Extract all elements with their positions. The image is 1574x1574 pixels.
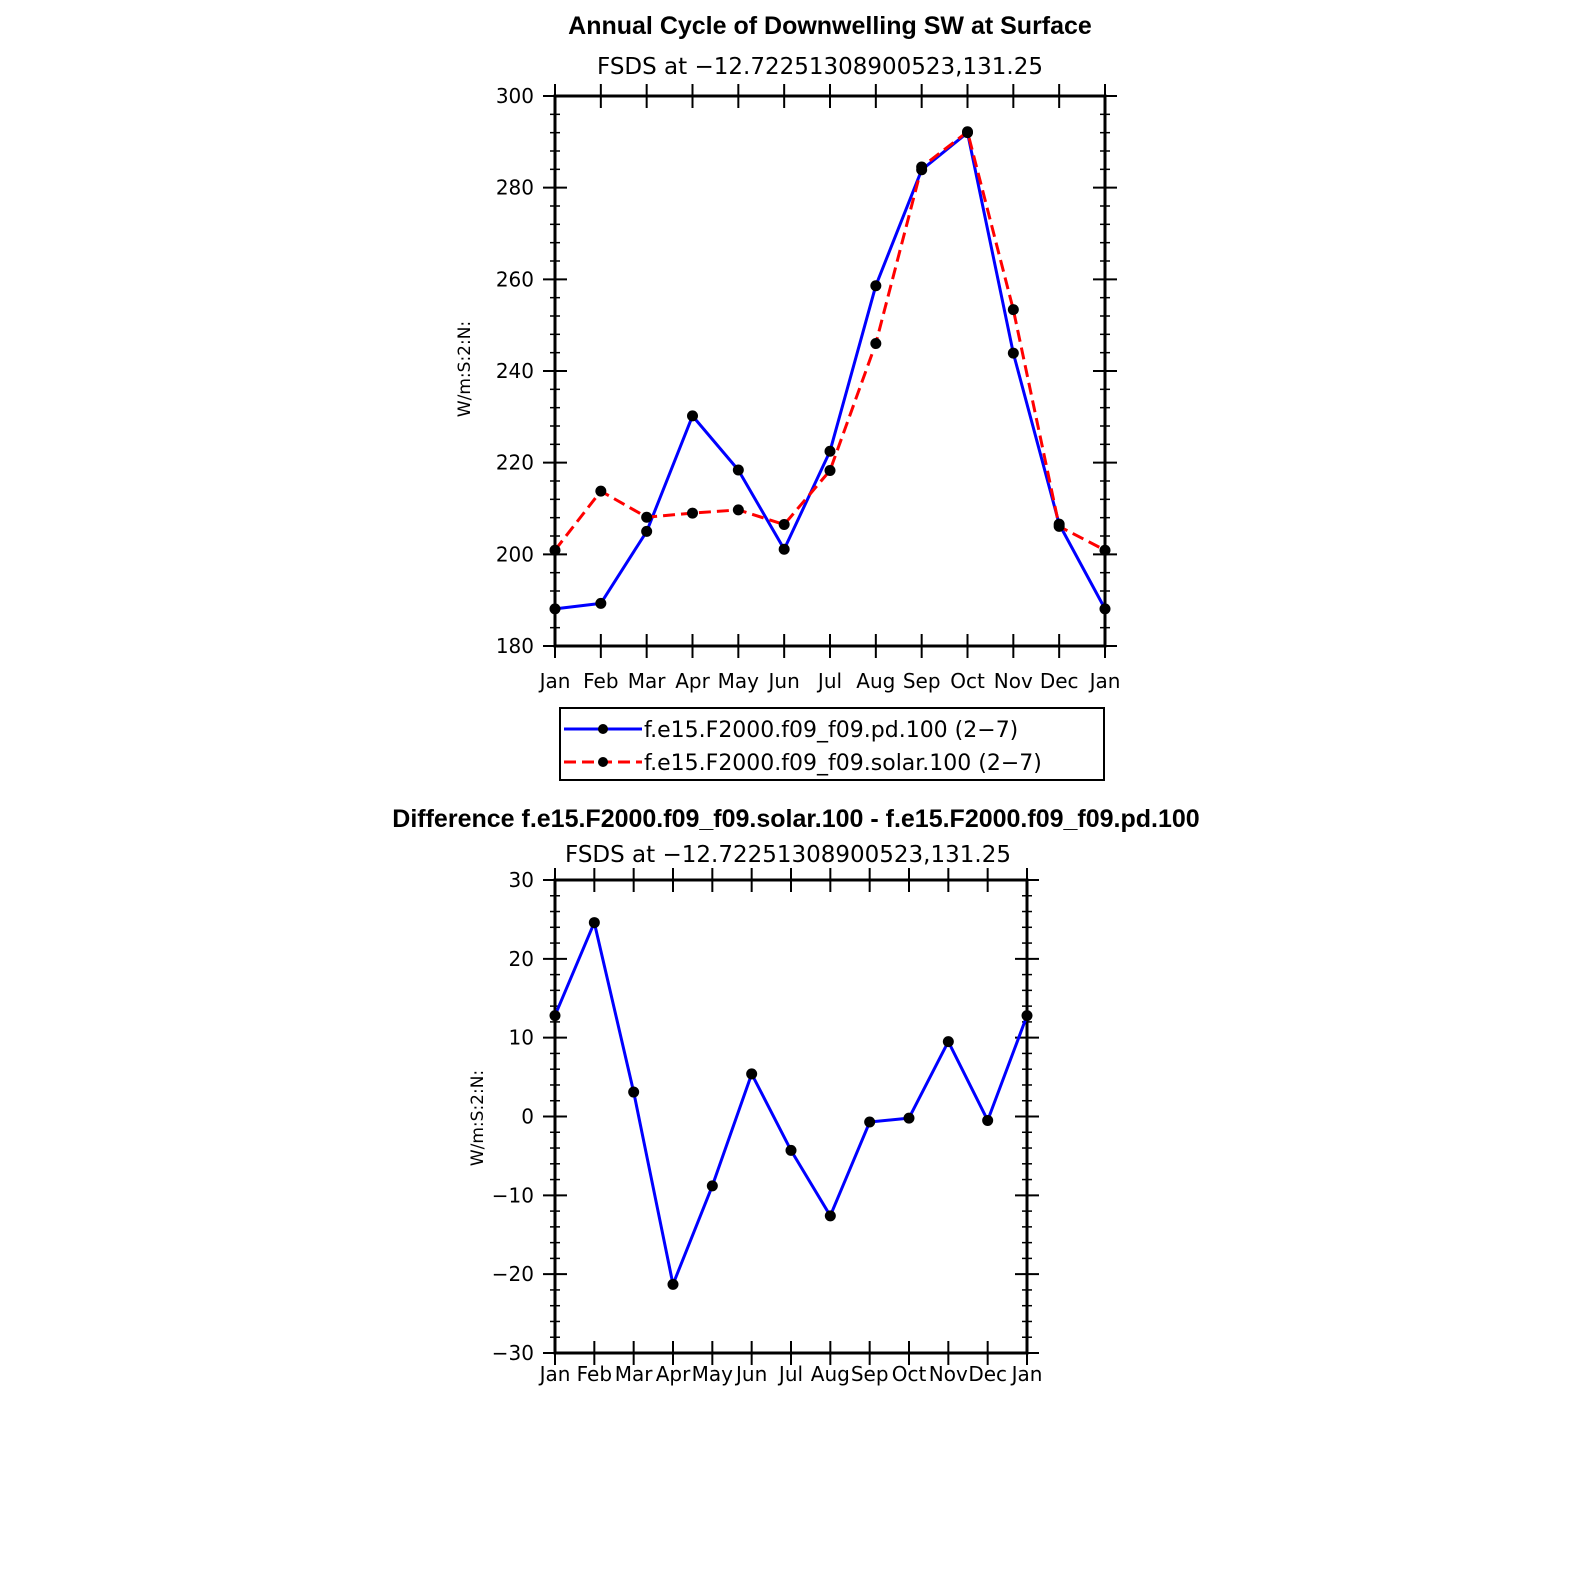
x-tick-label: Apr	[656, 1362, 691, 1386]
x-tick-label: Mar	[628, 669, 667, 693]
data-point-series-0	[1021, 1010, 1033, 1022]
y-tick-label: −30	[492, 1341, 534, 1365]
series-line-1	[553, 130, 1106, 552]
data-point-series-0	[785, 1144, 797, 1156]
chart-title: Annual Cycle of Downwelling SW at Surfac…	[568, 12, 1092, 40]
legend: f.e15.F2000.f09_f09.pd.100 (2−7) f.e15.F…	[559, 707, 1105, 781]
data-point-series-0	[667, 1278, 679, 1290]
x-tick-label: Sep	[903, 669, 941, 693]
x-tick-label: Jan	[538, 1362, 571, 1386]
y-tick-label: 220	[496, 451, 534, 475]
data-point-series-0	[628, 1086, 640, 1098]
x-tick-label: Jun	[734, 1362, 767, 1386]
chart-subtitle: FSDS at −12.72251308900523,131.25	[565, 842, 1011, 868]
y-tick-label: 0	[521, 1105, 534, 1129]
y-tick-label: 260	[496, 267, 534, 291]
y-tick-label: 300	[496, 84, 534, 108]
y-tick-label: 180	[496, 634, 534, 658]
data-point-series-0	[549, 603, 561, 615]
y-tick-label: −20	[492, 1262, 534, 1286]
legend-entry-pd: f.e15.F2000.f09_f09.pd.100 (2−7)	[564, 718, 1018, 743]
legend-label-pd: f.e15.F2000.f09_f09.pd.100 (2−7)	[644, 718, 1018, 743]
x-tick-label: Jul	[777, 1362, 803, 1386]
y-tick-label: 240	[496, 359, 534, 383]
data-point-series-1	[1099, 544, 1111, 556]
x-tick-label: Jun	[767, 669, 800, 693]
y-tick-label: 10	[509, 1026, 534, 1050]
data-point-series-0	[1099, 603, 1111, 615]
legend-entry-solar: f.e15.F2000.f09_f09.solar.100 (2−7)	[564, 751, 1042, 776]
x-tick-label: Dec	[1040, 669, 1079, 693]
data-point-series-0	[982, 1114, 994, 1126]
annual-cycle-chart: Annual Cycle of Downwelling SW at Surfac…	[455, 12, 1121, 781]
y-tick-label: −10	[492, 1183, 534, 1207]
plot-frame	[553, 94, 1107, 648]
x-tick-label: Oct	[892, 1362, 927, 1386]
legend-box	[559, 707, 1105, 781]
series-line-0	[554, 131, 1107, 611]
data-point-series-0	[903, 1112, 915, 1124]
data-point-series-0	[706, 1180, 718, 1192]
x-tick-label: Nov	[929, 1362, 968, 1386]
data-point-series-1	[1053, 520, 1065, 532]
x-tick-label: Oct	[950, 669, 985, 693]
x-tick-label: Jan	[1088, 669, 1121, 693]
data-point-series-0	[595, 597, 607, 609]
y-tick-label: 280	[496, 176, 534, 200]
legend-label-solar: f.e15.F2000.f09_f09.solar.100 (2−7)	[644, 751, 1042, 776]
data-point-series-0	[732, 464, 744, 476]
plot-frame	[553, 878, 1029, 1355]
data-point-series-1	[641, 511, 653, 523]
data-point-series-1	[778, 519, 790, 531]
y-axis-label: W/m:S:2:N:	[468, 1070, 488, 1166]
data-point-series-0	[864, 1116, 876, 1128]
x-tick-label: May	[718, 669, 760, 693]
y-tick-label: 200	[496, 542, 534, 566]
x-tick-label: Apr	[675, 669, 710, 693]
legend-marker-solar	[598, 757, 608, 767]
data-point-series-1	[549, 544, 561, 556]
x-tick-label: Jan	[538, 669, 571, 693]
data-point-series-1	[824, 464, 836, 476]
data-point-series-0	[746, 1068, 758, 1080]
legend-marker-pd	[598, 724, 608, 734]
x-tick-label: Feb	[583, 669, 618, 693]
data-point-series-0	[1007, 347, 1019, 359]
data-point-series-1	[687, 507, 698, 519]
data-point-series-0	[641, 525, 653, 537]
data-point-series-0	[778, 543, 790, 555]
data-point-series-1	[732, 504, 744, 516]
x-tick-label: Mar	[615, 1362, 654, 1386]
data-point-series-1	[916, 161, 928, 173]
x-tick-label: Aug	[811, 1362, 850, 1386]
chart-subtitle: FSDS at −12.72251308900523,131.25	[597, 54, 1043, 80]
data-point-series-0	[687, 410, 698, 422]
x-tick-label: Nov	[994, 669, 1033, 693]
y-tick-label: 20	[509, 947, 534, 971]
x-tick-label: Dec	[968, 1362, 1007, 1386]
data-point-series-1	[870, 338, 882, 349]
data-point-series-0	[824, 445, 836, 457]
data-point-series-0	[942, 1036, 954, 1048]
x-tick-label: May	[692, 1362, 734, 1386]
x-tick-label: Jan	[1010, 1362, 1043, 1386]
y-axis-label: W/m:S:2:N:	[455, 321, 475, 417]
x-tick-label: Aug	[856, 669, 895, 693]
y-tick-label: 30	[509, 868, 534, 892]
data-point-series-1	[595, 485, 607, 497]
data-point-series-0	[549, 1010, 561, 1022]
x-tick-label: Feb	[577, 1362, 612, 1386]
chart-title: Difference f.e15.F2000.f09_f09.solar.100…	[392, 805, 1199, 833]
data-point-series-0	[870, 280, 882, 292]
difference-chart: Difference f.e15.F2000.f09_f09.solar.100…	[392, 805, 1199, 1386]
series-line-0	[553, 921, 1029, 1286]
x-tick-label: Sep	[851, 1362, 889, 1386]
data-point-series-0	[588, 917, 600, 929]
x-tick-label: Jul	[816, 669, 842, 693]
data-point-series-0	[824, 1210, 836, 1222]
data-point-series-1	[1007, 304, 1019, 316]
data-point-series-1	[962, 126, 973, 138]
